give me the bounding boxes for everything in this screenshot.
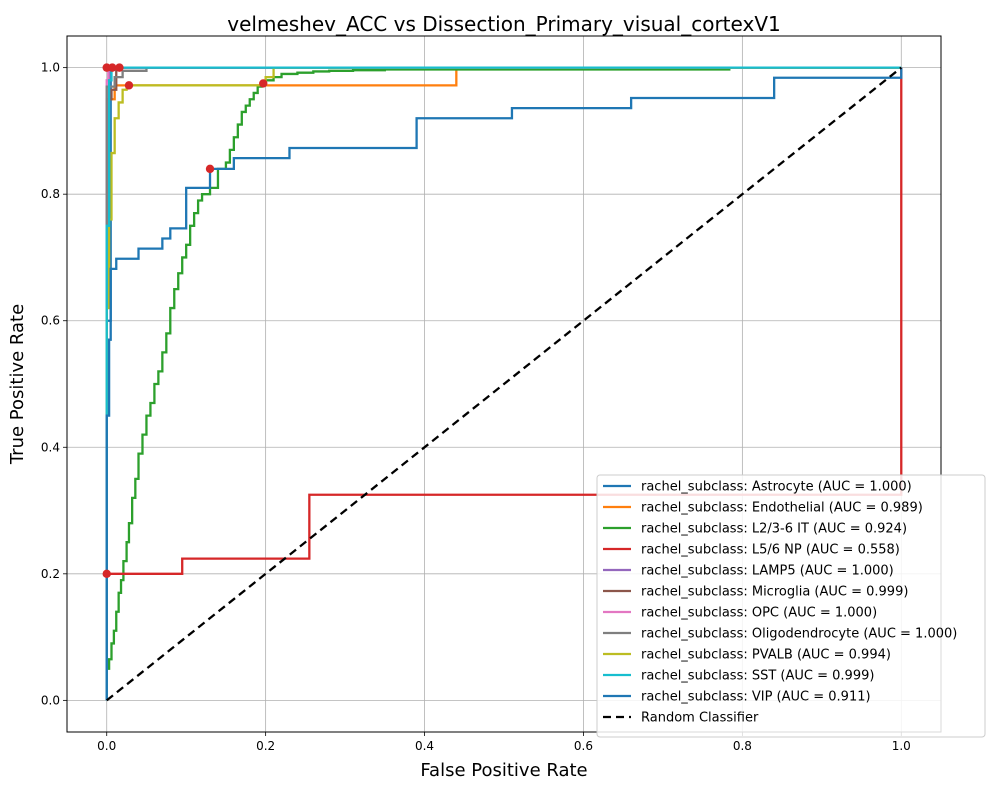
threshold-marker-5 <box>259 79 268 88</box>
legend-label: rachel_subclass: L2/3-6 IT (AUC = 0.924) <box>641 522 907 537</box>
y-tick-label: 0.2 <box>41 567 60 581</box>
x-tick-label: 0.0 <box>97 739 116 753</box>
legend-label: rachel_subclass: Microglia (AUC = 0.999) <box>641 585 908 600</box>
legend-label: rachel_subclass: PVALB (AUC = 0.994) <box>641 648 891 663</box>
legend-label: rachel_subclass: Astrocyte (AUC = 1.000) <box>641 480 912 495</box>
y-tick-label: 0.4 <box>41 440 60 454</box>
legend-label: rachel_subclass: L5/6 NP (AUC = 0.558) <box>641 543 900 558</box>
chart-title: velmeshev_ACC vs Dissection_Primary_visu… <box>227 12 780 36</box>
legend-label: rachel_subclass: Oligodendrocyte (AUC = … <box>641 627 957 642</box>
x-tick-label: 0.6 <box>574 739 593 753</box>
y-tick-label: 1.0 <box>41 61 60 75</box>
axis-ticks: 0.0 0.2 0.4 0.6 0.8 1.0 0.0 0.2 0.4 0.6 0.8 1.0 <box>41 61 911 753</box>
threshold-marker-2 <box>115 63 124 72</box>
legend-label: rachel_subclass: VIP (AUC = 0.911) <box>641 690 871 705</box>
y-tick-label: 0.6 <box>41 314 60 328</box>
legend-label: rachel_subclass: Endothelial (AUC = 0.98… <box>641 501 923 516</box>
y-tick-label: 0.8 <box>41 187 60 201</box>
threshold-markers <box>102 63 268 579</box>
threshold-marker-4 <box>205 164 215 174</box>
legend-box <box>596 474 986 738</box>
x-tick-label: 0.8 <box>733 739 752 753</box>
plot-frame <box>66 35 942 733</box>
y-axis-label: True Positive Rate <box>7 304 28 465</box>
x-tick-label: 0.2 <box>256 739 275 753</box>
legend-label: rachel_subclass: SST (AUC = 0.999) <box>641 669 874 684</box>
series-line-11 <box>106 66 902 702</box>
legend-label: rachel_subclass: LAMP5 (AUC = 1.000) <box>641 564 894 579</box>
legend-label: Random Classifier <box>641 711 759 726</box>
series-line-10 <box>105 67 903 701</box>
threshold-marker-6 <box>102 569 111 579</box>
x-axis-label: False Positive Rate <box>420 760 587 781</box>
x-tick-label: 0.4 <box>415 739 434 753</box>
legend-label: rachel_subclass: OPC (AUC = 1.000) <box>641 606 877 621</box>
legend: rachel_subclass: Astrocyte (AUC = 1.000)… <box>596 474 986 738</box>
threshold-marker-3 <box>124 81 134 90</box>
x-tick-label: 1.0 <box>892 739 911 753</box>
threshold-marker-1 <box>108 63 117 72</box>
y-tick-label: 0.0 <box>41 693 60 707</box>
